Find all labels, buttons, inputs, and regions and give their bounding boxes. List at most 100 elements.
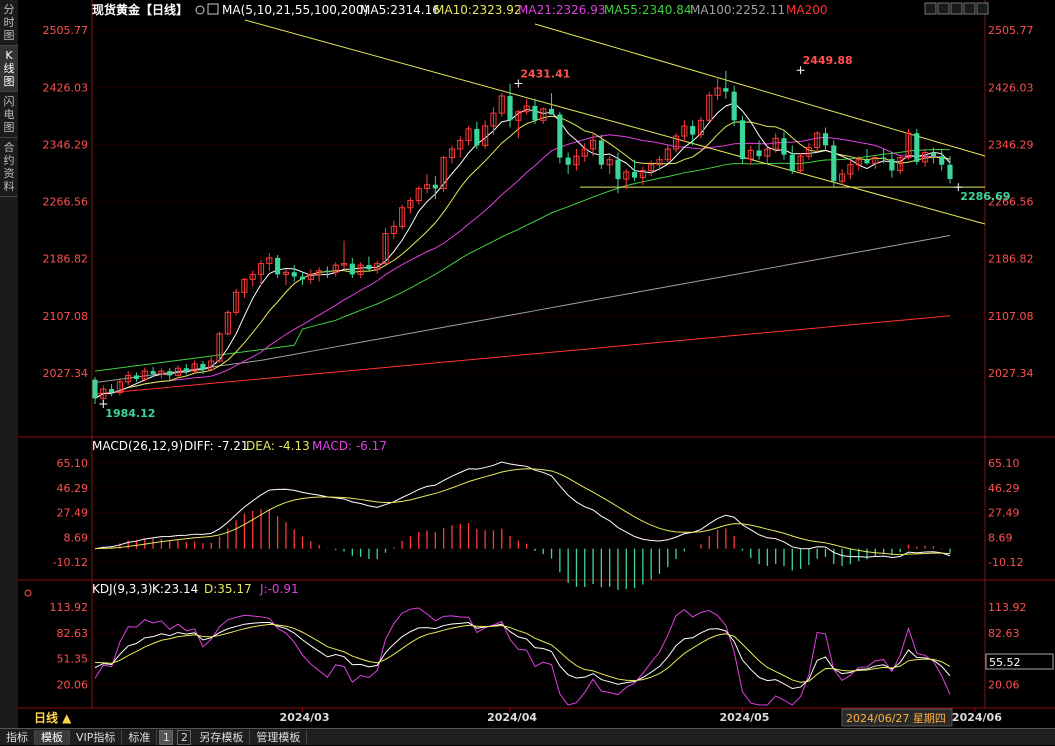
candle-body[interactable]	[216, 333, 223, 362]
candle-body[interactable]	[872, 157, 879, 164]
page-button-2[interactable]: 2	[177, 730, 192, 745]
kdj-settings-icon[interactable]	[24, 589, 32, 597]
candle-body[interactable]	[565, 157, 571, 165]
candle-body[interactable]	[415, 187, 422, 202]
candle-body[interactable]	[714, 87, 721, 96]
candle-body[interactable]	[249, 273, 256, 280]
candle-body[interactable]	[92, 379, 98, 399]
candle-body[interactable]	[307, 273, 314, 280]
candle-body[interactable]	[109, 389, 115, 393]
sidebar-tab-1[interactable]: K线图	[0, 46, 18, 92]
zoom-out-icon[interactable]	[937, 2, 950, 15]
candle-body[interactable]	[540, 108, 547, 121]
candle-body[interactable]	[490, 112, 497, 127]
lock-icon[interactable]	[195, 5, 205, 15]
candle-body[interactable]	[548, 108, 555, 115]
candle-body[interactable]	[125, 374, 132, 383]
candle-body[interactable]	[523, 105, 530, 113]
candle-body[interactable]	[731, 91, 737, 121]
candle-body[interactable]	[233, 291, 240, 313]
candle-body[interactable]	[814, 132, 821, 149]
candle-body[interactable]	[532, 105, 538, 121]
candle-body[interactable]	[374, 263, 381, 270]
candle-body[interactable]	[432, 184, 438, 189]
candle-body[interactable]	[831, 145, 837, 182]
candle-body[interactable]	[639, 169, 646, 179]
candle-body[interactable]	[133, 375, 140, 379]
candle-body[interactable]	[839, 173, 846, 182]
candle-body[interactable]	[515, 111, 522, 121]
candle-body[interactable]	[672, 135, 680, 150]
candle-body[interactable]	[150, 371, 156, 374]
candle-body[interactable]	[922, 152, 929, 163]
candle-body[interactable]	[357, 264, 364, 275]
candle-body[interactable]	[914, 133, 920, 162]
candle-body[interactable]	[881, 157, 887, 160]
candle-body[interactable]	[200, 363, 206, 370]
candle-body[interactable]	[465, 128, 472, 141]
candle-body[interactable]	[324, 270, 331, 273]
candle-body[interactable]	[905, 132, 912, 159]
page-button-1[interactable]: 1	[159, 730, 174, 745]
candle-body[interactable]	[822, 133, 829, 146]
candle-body[interactable]	[407, 200, 414, 209]
candle-body[interactable]	[855, 159, 862, 166]
candle-body[interactable]	[664, 148, 671, 161]
candle-body[interactable]	[116, 381, 123, 394]
candle-body[interactable]	[606, 159, 613, 166]
candle-body[interactable]	[739, 120, 746, 160]
sidebar-tab-3[interactable]: 合约资料	[0, 138, 18, 197]
candle-body[interactable]	[482, 125, 489, 146]
candle-body[interactable]	[756, 150, 762, 157]
candle-body[interactable]	[706, 94, 713, 121]
candle-body[interactable]	[382, 233, 389, 265]
candle-body[interactable]	[947, 164, 953, 180]
candle-body[interactable]	[623, 171, 630, 180]
candle-body[interactable]	[847, 164, 854, 175]
indicator-select-icon[interactable]	[207, 3, 219, 15]
candle-body[interactable]	[241, 278, 248, 293]
candle-body[interactable]	[208, 360, 215, 371]
candle-body[interactable]	[656, 159, 663, 166]
minus-icon[interactable]	[950, 2, 963, 15]
candle-body[interactable]	[897, 157, 904, 171]
candle-body[interactable]	[399, 207, 406, 227]
candle-body[interactable]	[930, 152, 936, 157]
candle-body[interactable]	[224, 311, 231, 335]
candle-body[interactable]	[366, 265, 372, 270]
candle-body[interactable]	[697, 119, 705, 136]
candle-body[interactable]	[772, 137, 779, 150]
candle-body[interactable]	[805, 147, 812, 157]
candle-body[interactable]	[291, 272, 297, 277]
candle-body[interactable]	[275, 257, 281, 275]
candle-body[interactable]	[316, 270, 323, 275]
bottom-extra-tab-1[interactable]: 管理模板	[250, 730, 308, 745]
candle-body[interactable]	[457, 139, 464, 150]
bottom-tab-2[interactable]: VIP指标	[70, 730, 123, 745]
candle-body[interactable]	[498, 95, 505, 114]
settings-icon[interactable]	[976, 2, 989, 15]
candle-body[interactable]	[390, 225, 397, 235]
candle-body[interactable]	[332, 264, 339, 273]
sidebar-tab-0[interactable]: 分时图	[0, 0, 18, 46]
candle-body[interactable]	[573, 155, 580, 166]
candle-body[interactable]	[141, 370, 148, 380]
candle-body[interactable]	[747, 149, 754, 160]
candle-body[interactable]	[889, 159, 895, 171]
candle-body[interactable]	[299, 276, 306, 280]
candle-body[interactable]	[690, 126, 696, 135]
candle-body[interactable]	[789, 154, 795, 171]
sidebar-tab-2[interactable]: 闪电图	[0, 92, 18, 138]
candle-body[interactable]	[183, 368, 189, 372]
candle-body[interactable]	[507, 95, 513, 121]
bottom-tab-1[interactable]: 模板	[35, 730, 70, 745]
candle-body[interactable]	[191, 363, 198, 372]
candle-body[interactable]	[864, 159, 870, 164]
bottom-extra-tab-0[interactable]: 另存模板	[193, 730, 251, 745]
candle-body[interactable]	[681, 125, 688, 137]
candle-body[interactable]	[723, 88, 729, 92]
candle-body[interactable]	[764, 148, 771, 157]
candle-body[interactable]	[448, 148, 456, 159]
candle-body[interactable]	[423, 184, 431, 189]
candle-body[interactable]	[174, 367, 182, 376]
